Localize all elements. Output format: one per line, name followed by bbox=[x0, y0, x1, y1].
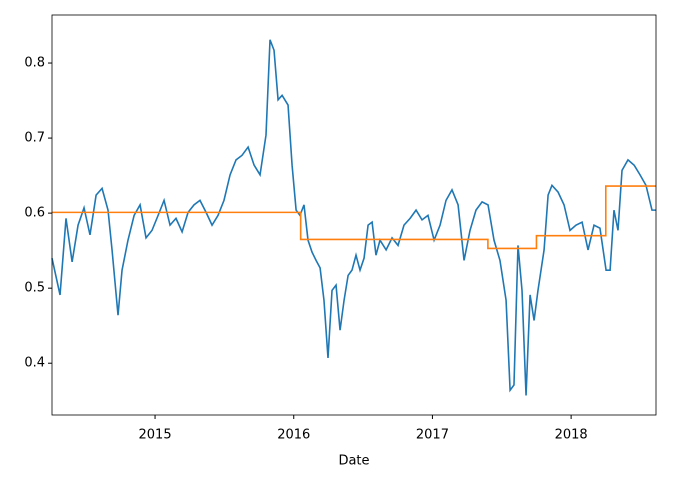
y-tick-label: 0.8 bbox=[24, 56, 45, 71]
plot-frame bbox=[51, 14, 657, 416]
x-tick-label: 2016 bbox=[277, 428, 310, 443]
x-tick-label: 2018 bbox=[555, 428, 588, 443]
data-line bbox=[51, 39, 656, 396]
y-tick-label: 0.5 bbox=[24, 281, 45, 296]
x-tick-label: 2017 bbox=[416, 428, 449, 443]
data-line bbox=[52, 185, 656, 250]
y-tick-label: 0.7 bbox=[24, 131, 45, 146]
y-tick-label: 0.6 bbox=[24, 206, 45, 221]
y-tick-label: 0.4 bbox=[24, 356, 45, 371]
x-tick-label: 2015 bbox=[139, 428, 172, 443]
x-axis-label: Date bbox=[338, 454, 369, 469]
